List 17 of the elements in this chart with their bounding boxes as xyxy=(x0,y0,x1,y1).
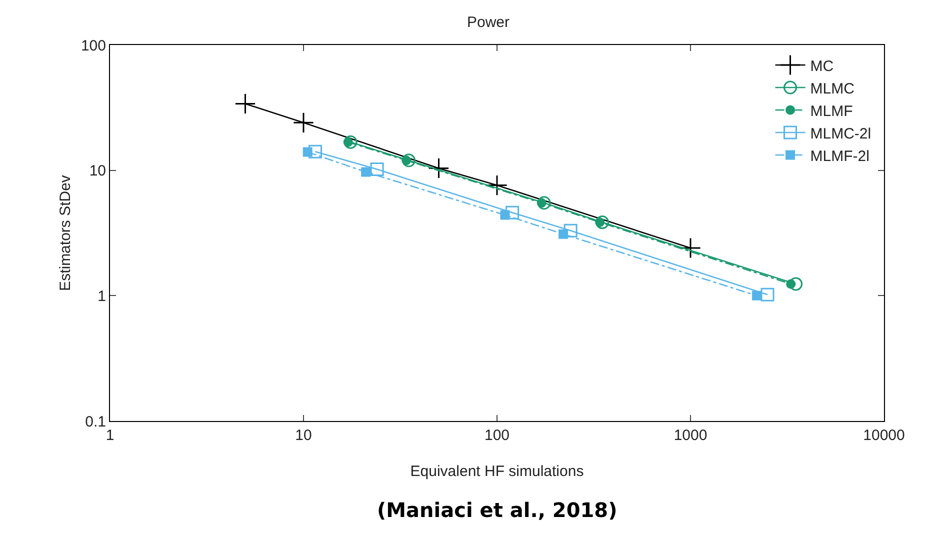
legend-label: MLMC xyxy=(810,80,855,98)
x-axis-title: Equivalent HF simulations xyxy=(410,463,584,480)
x-tick-label: 10000 xyxy=(863,427,905,444)
y-tick-label: 10 xyxy=(89,162,106,180)
legend-label: MLMF-2l xyxy=(810,148,870,165)
legend-label: MLMF xyxy=(810,102,853,120)
legend-label: MC xyxy=(810,58,834,75)
chart-title: Power xyxy=(467,14,510,31)
y-tick-label: 1 xyxy=(98,288,106,305)
y-axis-title: Estimators StDev xyxy=(57,174,74,291)
text: (Maniaci et al., 2018) xyxy=(377,498,618,522)
y-tick-label: 0.1 xyxy=(85,413,106,430)
y-tick-label: 100 xyxy=(80,37,106,54)
x-tick-label: 1000 xyxy=(674,427,708,444)
legend-label: MLMC-2l xyxy=(810,125,872,142)
x-tick-label: 10 xyxy=(295,427,312,444)
x-tick-label: 100 xyxy=(484,427,510,444)
